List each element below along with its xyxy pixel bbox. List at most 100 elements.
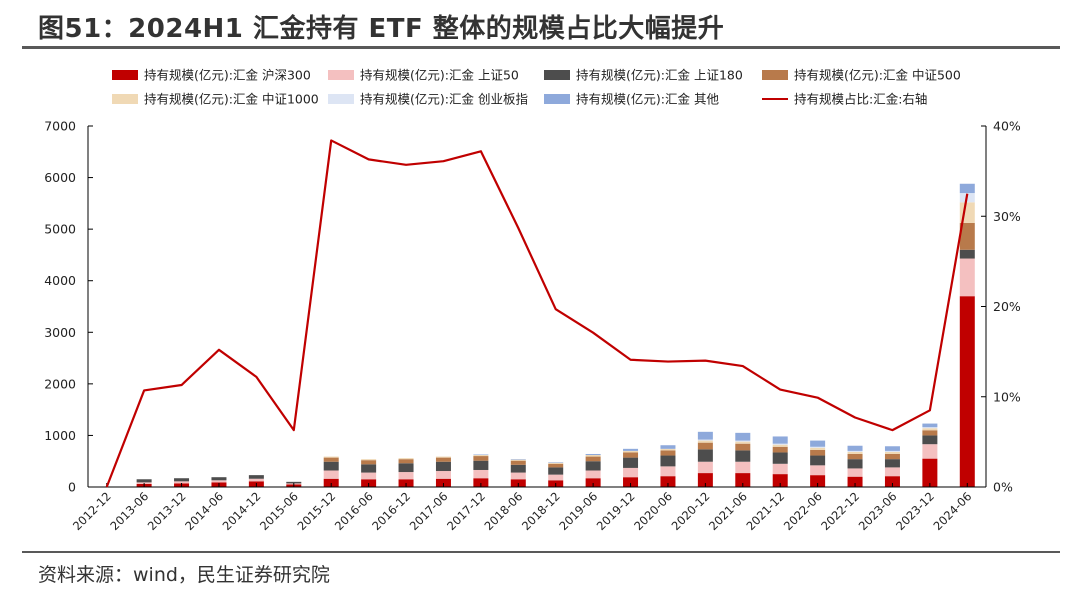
y-tick-label: 2000 bbox=[44, 376, 76, 391]
bar-segment bbox=[697, 473, 713, 487]
bar-segment bbox=[847, 450, 863, 452]
y2-tick-label: 40% bbox=[993, 119, 1021, 134]
legend-label: 持有规模(亿元):汇金 中证1000 bbox=[144, 92, 319, 107]
bar-segment bbox=[847, 451, 863, 454]
x-tick-label: 2023-06 bbox=[856, 489, 900, 533]
bar-segment bbox=[510, 459, 526, 460]
bar-segment bbox=[623, 452, 639, 458]
bar-segment bbox=[473, 469, 489, 479]
bar-segment bbox=[810, 446, 826, 448]
bar-segment bbox=[435, 461, 451, 472]
bar-segment bbox=[922, 428, 938, 431]
legend-label: 持有规模(亿元):汇金 其他 bbox=[576, 92, 719, 107]
bar-segment bbox=[884, 453, 900, 460]
bar-segment bbox=[473, 454, 489, 456]
bars-group bbox=[136, 183, 975, 487]
bar-segment bbox=[810, 455, 826, 466]
x-tick-label: 2013-06 bbox=[107, 489, 151, 533]
bar-segment bbox=[398, 463, 414, 473]
bar-segment bbox=[660, 450, 676, 456]
bar-segment bbox=[585, 456, 601, 462]
x-tick-label: 2021-06 bbox=[706, 489, 750, 533]
bar-segment bbox=[660, 445, 676, 449]
x-tick-label: 2015-06 bbox=[257, 489, 301, 533]
legend-swatch bbox=[762, 70, 788, 80]
bar-segment bbox=[585, 478, 601, 487]
bar-segment bbox=[959, 249, 975, 259]
bar-segment bbox=[810, 440, 826, 447]
legend-label: 持有规模占比:汇金:右轴 bbox=[794, 92, 927, 107]
bar-segment bbox=[510, 459, 526, 461]
bar-segment bbox=[660, 455, 676, 467]
bar-segment bbox=[248, 475, 264, 479]
bar-segment bbox=[884, 476, 900, 487]
ratio-line-group bbox=[105, 139, 969, 488]
x-tick-label: 2019-06 bbox=[556, 489, 600, 533]
bar-segment bbox=[548, 462, 564, 463]
x-tick-label: 2013-12 bbox=[145, 489, 189, 533]
bar-segment bbox=[922, 435, 938, 445]
bar-segment bbox=[847, 468, 863, 477]
legend-swatch bbox=[328, 94, 354, 104]
bar-segment bbox=[884, 467, 900, 477]
bar-segment bbox=[847, 445, 863, 451]
bar-segment bbox=[585, 470, 601, 479]
x-tick-label: 2016-06 bbox=[332, 489, 376, 533]
bar-segment bbox=[847, 476, 863, 487]
legend-swatch bbox=[112, 70, 138, 80]
bar-segment bbox=[473, 460, 489, 470]
y2-tick-label: 10% bbox=[993, 389, 1021, 404]
bar-segment bbox=[772, 444, 788, 447]
y-tick-label: 0 bbox=[68, 480, 76, 495]
legend-label: 持有规模(亿元):汇金 上证50 bbox=[360, 68, 519, 83]
bar-segment bbox=[623, 450, 639, 453]
bar-segment bbox=[959, 258, 975, 297]
bar-segment bbox=[922, 444, 938, 459]
x-tick-label: 2019-12 bbox=[594, 489, 638, 533]
bar-segment bbox=[810, 449, 826, 456]
bar-segment bbox=[959, 296, 975, 487]
bar-segment bbox=[810, 475, 826, 487]
x-tick-label: 2021-12 bbox=[743, 489, 787, 533]
bar-segment bbox=[473, 456, 489, 461]
bar-segment bbox=[361, 459, 377, 461]
title-rule bbox=[22, 46, 1060, 49]
bar-segment bbox=[323, 478, 339, 487]
x-tick-label: 2018-06 bbox=[482, 489, 526, 533]
bar-segment bbox=[473, 478, 489, 487]
x-tick-label: 2022-12 bbox=[818, 489, 862, 533]
bar-segment bbox=[585, 455, 601, 457]
x-tick-label: 2014-12 bbox=[220, 489, 264, 533]
bar-segment bbox=[323, 470, 339, 479]
bar-segment bbox=[211, 480, 227, 483]
legend: 持有规模(亿元):汇金 沪深300 持有规模(亿元):汇金 上证50 持有规模(亿元… bbox=[112, 68, 961, 107]
y2-tick-label: 30% bbox=[993, 209, 1021, 224]
legend-label: 持有规模(亿元):汇金 上证180 bbox=[576, 68, 743, 83]
bar-segment bbox=[623, 477, 639, 487]
bar-segment bbox=[772, 436, 788, 444]
bar-segment bbox=[697, 431, 713, 440]
x-tick-label: 2015-12 bbox=[294, 489, 338, 533]
bar-segment bbox=[323, 461, 339, 471]
x-tick-label: 2022-06 bbox=[781, 489, 825, 533]
legend-label: 持有规模(亿元):汇金 创业板指 bbox=[360, 92, 528, 107]
bar-segment bbox=[660, 466, 676, 477]
bar-segment bbox=[361, 472, 377, 480]
bar-segment bbox=[136, 479, 152, 483]
y2-tick-label: 0% bbox=[993, 480, 1013, 495]
bar-segment bbox=[435, 457, 451, 462]
bar-segment bbox=[211, 477, 227, 481]
y2-tick-label: 20% bbox=[993, 299, 1021, 314]
bar-segment bbox=[697, 442, 713, 450]
bar-segment bbox=[361, 460, 377, 465]
x-tick-label: 2018-12 bbox=[519, 489, 563, 533]
axes-group: 0 1000 2000 3000 4000 5000 6000 7000 0% 10% 20% 30%… bbox=[44, 119, 1021, 534]
bar-segment bbox=[735, 461, 751, 474]
x-tick-label: 2024-06 bbox=[931, 489, 975, 533]
bar-segment bbox=[623, 457, 639, 468]
bar-segment bbox=[772, 463, 788, 475]
bar-segment bbox=[772, 452, 788, 464]
bar-segment bbox=[323, 457, 339, 462]
y-tick-label: 4000 bbox=[44, 273, 76, 288]
bar-segment bbox=[398, 459, 414, 464]
